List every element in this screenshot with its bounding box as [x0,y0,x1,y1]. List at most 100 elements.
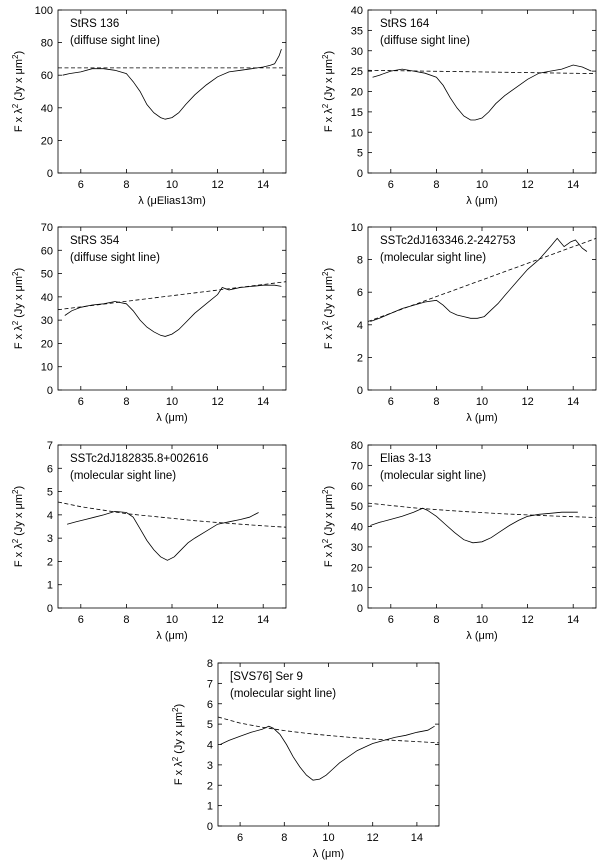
y-tick-label: 20 [351,562,363,574]
y-axis-label: F x λ2 (Jy x μm2) [11,51,26,132]
panel-annotation: (molecular sight line) [380,252,486,264]
chart-panel-4: 0 2 4 6 8 10 6 8 10 12 14 λ (μm) F x λ2 (Jy x μm2) SS… [321,222,597,424]
y-tick-label: 8 [357,255,363,267]
y-tick-label: 70 [41,222,53,234]
y-axis-label: F x λ2 (Jy x μm2) [321,268,336,349]
y-tick-label: 5 [47,487,53,499]
y-tick-label: 20 [41,135,53,147]
y-tick-label: 6 [47,463,53,475]
y-axis-label: F x λ2 (Jy x μm2) [171,704,186,785]
spectrum-line [370,237,588,322]
continuum-line [217,716,440,744]
x-tick-label: 6 [237,832,243,844]
y-tick-label: 1 [47,580,53,592]
panel-annotation: (diffuse sight line) [70,252,160,264]
x-tick-label: 10 [166,396,178,408]
x-tick-label: 10 [476,614,488,626]
y-tick-label: 80 [41,38,53,50]
y-tick-label: 25 [351,66,363,78]
y-tick-label: 50 [351,501,363,513]
x-tick-label: 10 [476,179,488,191]
y-tick-label: 2 [357,352,363,364]
y-tick-label: 40 [351,522,363,534]
y-tick-label: 80 [351,440,363,452]
y-tick-label: 0 [47,385,53,397]
x-tick-label: 6 [78,396,84,408]
y-tick-label: 4 [207,740,213,752]
x-tick-label: 14 [567,179,579,191]
panel-annotation: (diffuse sight line) [380,35,470,47]
y-tick-label: 70 [351,460,363,472]
x-axis-label: λ (μm) [466,195,497,207]
y-axis-label: F x λ2 (Jy x μm2) [321,51,336,132]
y-tick-label: 10 [351,583,363,595]
y-tick-label: 0 [47,603,53,615]
y-tick-label: 60 [41,245,53,257]
y-tick-label: 40 [351,5,363,17]
y-axis-label: F x λ2 (Jy x μm2) [11,486,26,567]
x-axis-label: λ (μm) [466,630,497,642]
y-axis-label: F x λ2 (Jy x μm2) [321,486,336,567]
y-tick-label: 40 [41,292,53,304]
continuum-line [57,281,287,311]
spectrum-line [64,284,282,337]
x-axis-label: λ (μElias13m) [138,195,205,207]
x-tick-label: 8 [433,614,439,626]
y-tick-label: 0 [207,821,213,833]
x-tick-label: 14 [567,614,579,626]
x-axis-label: λ (μm) [313,848,344,860]
spectrum-line [370,507,578,544]
y-tick-label: 15 [351,107,363,119]
y-tick-label: 4 [357,320,363,332]
y-tick-label: 0 [357,603,363,615]
spectrum-line [66,510,259,561]
x-axis-label: λ (μm) [466,412,497,424]
y-axis-label: F x λ2 (Jy x μm2) [11,268,26,349]
y-tick-label: 6 [207,699,213,711]
chart-panel-2: 0 5 10 15 20 25 30 35 40 6 8 10 12 14 λ (μm) F x λ2 (Jy… [321,5,597,207]
panel-annotation: StRS 164 [380,18,430,30]
spectrum-line [220,725,435,781]
continuum-line [367,502,597,518]
continuum-line [57,501,287,528]
y-tick-label: 20 [41,338,53,350]
panel-annotation: (molecular sight line) [380,470,486,482]
y-tick-label: 0 [357,385,363,397]
x-tick-label: 8 [123,179,129,191]
y-tick-label: 8 [207,658,213,670]
spectrum-line [62,48,282,120]
x-tick-label: 6 [388,396,394,408]
y-tick-label: 7 [47,440,53,452]
continuum-line [367,69,597,74]
continuum-line [367,238,597,322]
x-tick-label: 14 [567,396,579,408]
y-tick-label: 0 [47,168,53,180]
y-tick-label: 35 [351,25,363,37]
x-tick-label: 6 [388,179,394,191]
chart-panel-6: 0 10 20 30 40 50 60 70 80 6 8 10 12 14 λ (μm) F x λ2 (J… [321,440,597,642]
y-tick-label: 5 [357,148,363,160]
x-tick-label: 12 [367,832,379,844]
panel-annotation: (molecular sight line) [70,470,176,482]
y-tick-label: 30 [351,542,363,554]
x-tick-label: 12 [211,396,223,408]
x-tick-label: 8 [433,179,439,191]
y-tick-label: 7 [207,678,213,690]
x-tick-label: 8 [281,832,287,844]
x-tick-label: 8 [123,614,129,626]
y-tick-label: 100 [35,5,53,17]
panel-annotation: (diffuse sight line) [70,35,160,47]
x-tick-label: 10 [476,396,488,408]
y-tick-label: 3 [207,760,213,772]
x-tick-label: 6 [388,614,394,626]
x-tick-label: 12 [211,614,223,626]
y-tick-label: 6 [357,287,363,299]
x-tick-label: 10 [166,614,178,626]
panel-annotation: [SVS76] Ser 9 [230,671,303,683]
y-tick-label: 2 [207,780,213,792]
x-tick-label: 10 [322,832,334,844]
y-tick-label: 0 [357,168,363,180]
x-tick-label: 8 [433,396,439,408]
y-tick-label: 60 [41,70,53,82]
